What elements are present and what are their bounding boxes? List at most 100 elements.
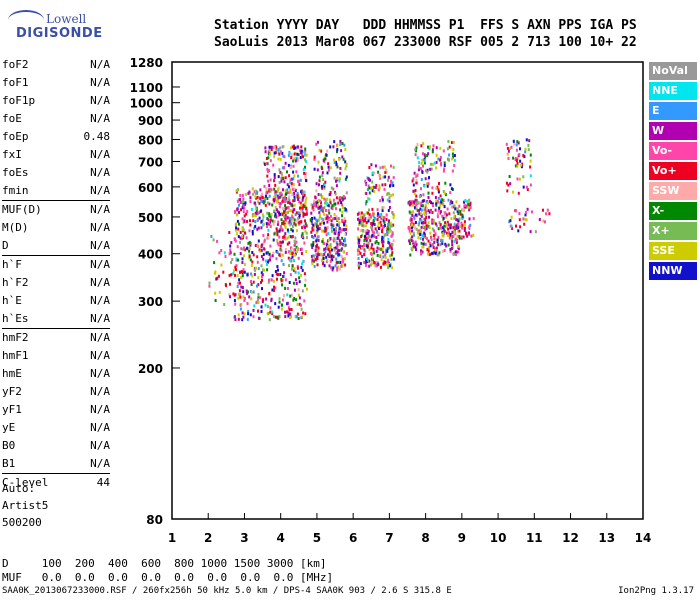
data-point: [425, 207, 428, 211]
data-point: [289, 216, 292, 220]
data-point: [276, 210, 279, 214]
data-point: [291, 145, 294, 149]
data-point: [241, 235, 244, 238]
data-point: [365, 211, 368, 215]
data-point: [525, 185, 528, 189]
data-point: [458, 209, 461, 213]
data-point: [320, 193, 322, 197]
data-point: [289, 181, 292, 185]
data-point: [314, 196, 317, 200]
data-point: [343, 228, 346, 231]
data-point: [262, 253, 265, 256]
data-point: [284, 213, 287, 217]
data-point: [260, 310, 263, 313]
data-point: [373, 190, 376, 193]
x-tick-label: 4: [277, 531, 285, 545]
data-point: [416, 208, 419, 212]
data-point: [345, 252, 348, 256]
data-point: [297, 145, 299, 149]
data-point: [425, 169, 428, 173]
data-point: [266, 305, 269, 308]
data-point: [341, 228, 344, 232]
data-point: [329, 145, 332, 149]
data-point: [386, 198, 389, 202]
data-point: [329, 259, 332, 263]
data-point: [338, 226, 341, 230]
data-point: [290, 228, 293, 231]
data-point: [435, 203, 438, 207]
data-point: [408, 229, 411, 233]
data-point: [467, 203, 470, 207]
data-point: [291, 264, 294, 268]
data-point: [337, 249, 339, 253]
parameter-list: foF2 N/A foF1 N/A foF1p N/A foE N/A foEp 0.48 fxI N…: [2, 56, 110, 492]
data-point: [302, 167, 305, 171]
data-point: [529, 165, 532, 169]
data-point: [437, 157, 440, 161]
data-point: [427, 152, 430, 156]
data-point: [367, 244, 369, 248]
data-point: [235, 264, 238, 268]
data-point: [435, 224, 438, 228]
data-point: [358, 266, 360, 270]
data-point: [419, 237, 422, 240]
data-point: [287, 230, 290, 234]
data-point: [293, 296, 296, 300]
data-point: [453, 222, 456, 226]
data-point: [310, 230, 313, 234]
data-point: [446, 225, 448, 229]
data-point: [431, 191, 434, 195]
data-point: [334, 264, 337, 268]
data-point: [287, 314, 290, 318]
param-row: foF2 N/A: [2, 56, 110, 74]
data-point: [270, 145, 273, 149]
data-point: [379, 174, 381, 178]
data-point: [429, 231, 432, 235]
data-point: [284, 176, 287, 180]
data-point: [298, 183, 301, 187]
data-point: [457, 246, 460, 250]
data-point: [327, 238, 330, 242]
data-point: [367, 229, 370, 233]
data-point: [433, 229, 436, 233]
data-point: [385, 218, 388, 221]
data-point: [298, 220, 300, 224]
data-point: [233, 293, 236, 297]
data-point: [240, 285, 243, 289]
data-point: [341, 203, 344, 207]
data-point: [311, 228, 314, 232]
data-point: [272, 238, 275, 242]
data-point: [443, 191, 446, 195]
data-point: [333, 237, 336, 241]
x-tick-label: 11: [526, 531, 543, 545]
auto-label: Auto:: [2, 482, 36, 495]
data-point: [261, 287, 263, 291]
data-point: [413, 191, 416, 195]
data-point: [381, 183, 384, 187]
data-point: [276, 233, 279, 237]
data-point: [273, 187, 276, 191]
data-point: [295, 211, 298, 215]
data-point: [387, 209, 390, 212]
data-point: [542, 219, 545, 223]
data-point: [262, 161, 265, 165]
data-point: [420, 204, 423, 208]
data-point: [518, 218, 521, 222]
data-point: [419, 233, 422, 236]
data-point: [228, 252, 231, 256]
data-point: [292, 281, 295, 285]
data-point: [272, 163, 275, 167]
data-point: [369, 239, 372, 243]
data-point: [408, 203, 411, 207]
param-row: yF1 N/A: [2, 401, 110, 419]
data-point: [381, 209, 384, 213]
data-point: [420, 232, 423, 236]
data-point: [446, 207, 449, 211]
data-point: [363, 238, 366, 242]
data-point: [434, 161, 436, 165]
param-value: N/A: [90, 258, 110, 271]
data-point: [424, 210, 427, 214]
data-point: [378, 227, 380, 230]
data-point: [359, 244, 362, 248]
data-point: [418, 221, 421, 225]
